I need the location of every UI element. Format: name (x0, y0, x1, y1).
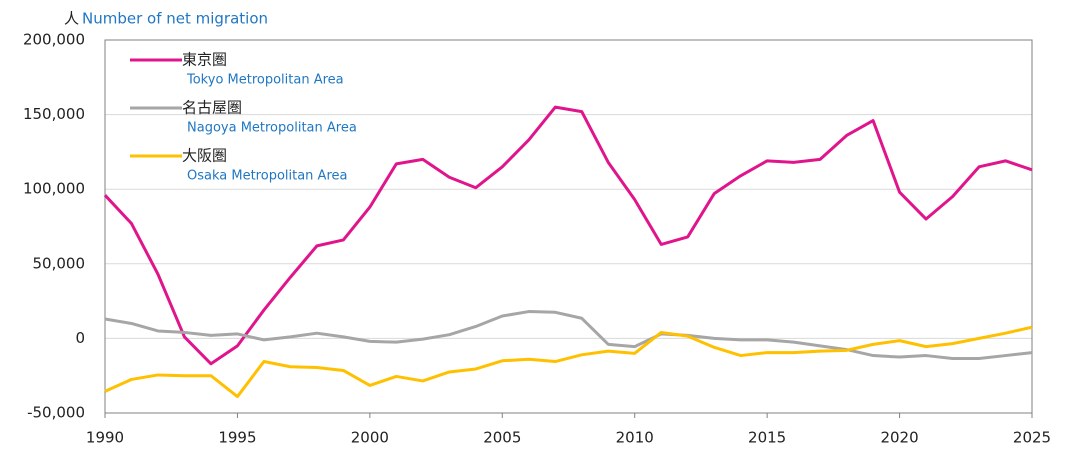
x-tick-label: 2025 (1013, 429, 1051, 447)
legend-label-en: Tokyo Metropolitan Area (186, 73, 344, 88)
y-unit: 人 (64, 10, 79, 28)
series-line (104, 325, 1033, 399)
x-tick-label: 2020 (880, 429, 918, 447)
y-tick-label: 0 (75, 329, 85, 347)
x-tick-label: 1995 (218, 429, 256, 447)
y-tick-label: -50,000 (27, 404, 85, 422)
x-tick-label: 2000 (351, 429, 389, 447)
plot-frame (104, 39, 1033, 414)
legend-label-en: Nagoya Metropolitan Area (187, 121, 357, 136)
x-tick-label: 1990 (86, 429, 124, 447)
x-tick-label: 2015 (748, 429, 786, 447)
series-line (103, 105, 1033, 366)
y-tick-label: 150,000 (23, 105, 85, 123)
y-axis-label: Number of net migration (82, 10, 268, 28)
x-tick-label: 2010 (616, 429, 654, 447)
legend-label: 東京圏 (182, 51, 227, 69)
y-tick-label: 100,000 (23, 180, 85, 198)
x-tick-label: 2005 (483, 429, 521, 447)
y-tick-label: 200,000 (23, 31, 85, 49)
legend-label: 名古屋圏 (182, 99, 242, 117)
legend-label: 大阪圏 (182, 147, 227, 165)
series-line (104, 310, 1033, 361)
y-tick-label: 50,000 (33, 254, 86, 272)
legend-label-en: Osaka Metropolitan Area (187, 169, 347, 184)
